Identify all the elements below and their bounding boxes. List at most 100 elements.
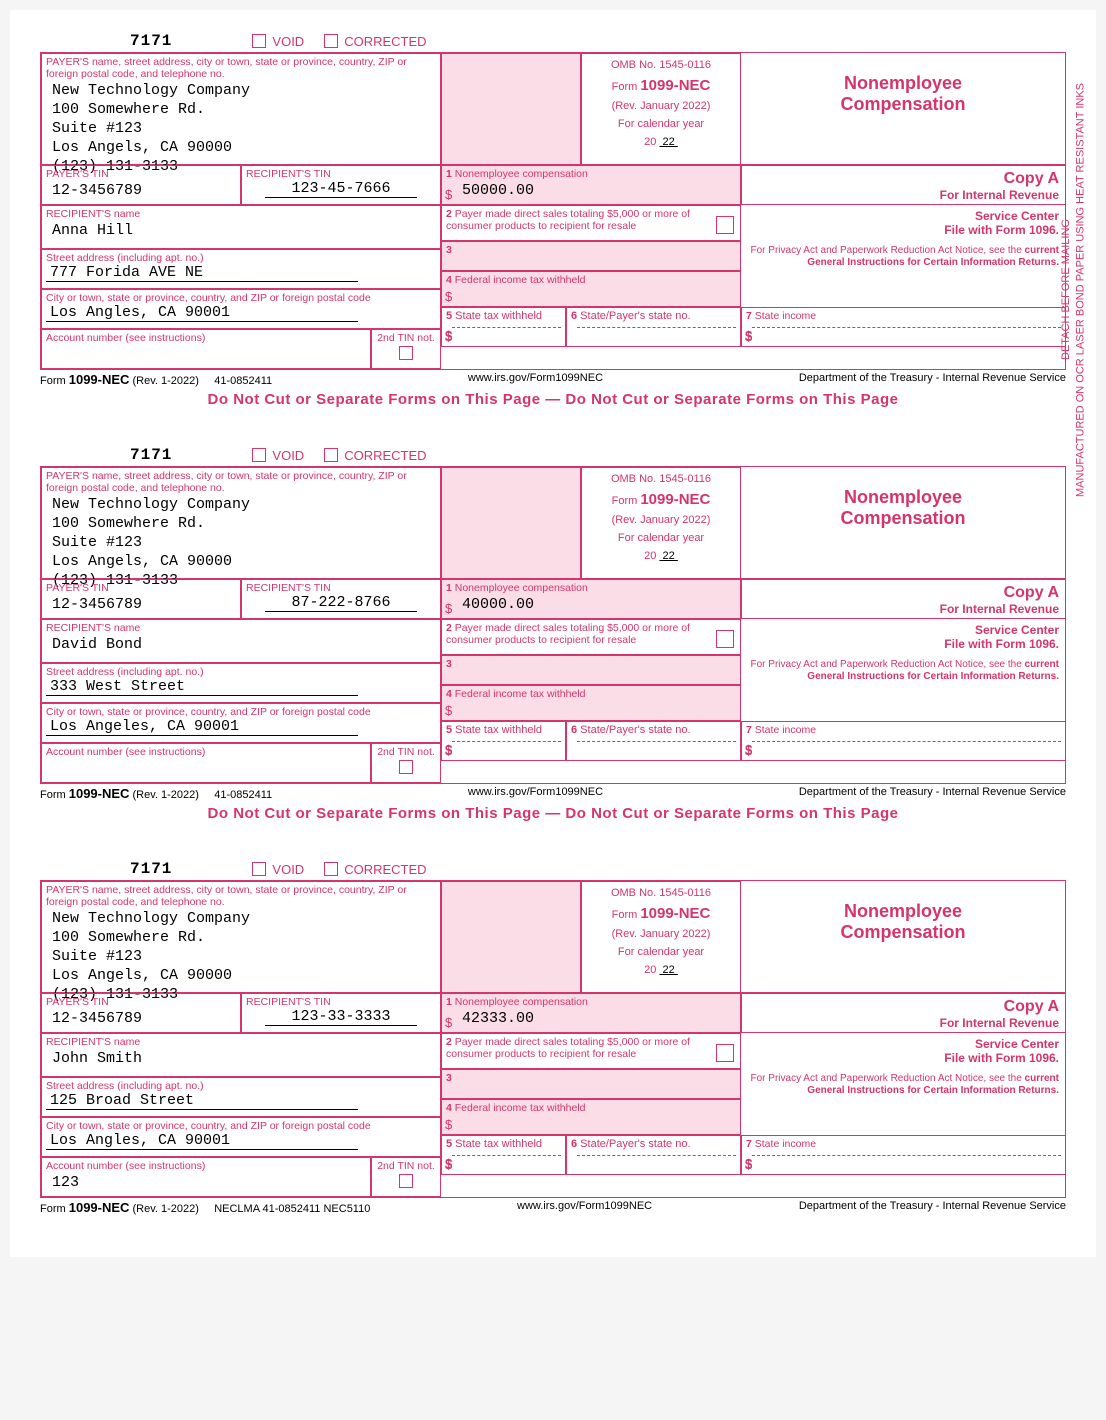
city: Los Angles, CA 90001 [46, 304, 358, 322]
col-right: Nonemployee Compensation Copy A For Inte… [741, 881, 1065, 1197]
title-cell: Nonemployee Compensation [741, 53, 1065, 165]
form-1099-nec: 7171 VOID CORRECTED PAYER'S name, street… [40, 30, 1066, 414]
payer-box: PAYER'S name, street address, city or to… [41, 53, 441, 165]
second-tin-cell: 2nd TIN not. [371, 329, 441, 369]
recip-name-label: RECIPIENT'S name [46, 622, 436, 634]
void-checkbox[interactable] [252, 862, 266, 876]
second-tin-checkbox[interactable] [399, 346, 413, 360]
payer-addr3: Los Angels, CA 90000 [46, 967, 436, 986]
void-checkbox[interactable] [252, 34, 266, 48]
street: 777 Forida AVE NE [46, 264, 358, 282]
do-not-separate: Do Not Cut or Separate Forms on This Pag… [40, 389, 1066, 414]
mid-top-row: OMB No. 1545-0116 Form 1099-NEC (Rev. Ja… [441, 881, 741, 993]
footer-url: www.irs.gov/Form1099NEC [468, 786, 603, 801]
tin-row: PAYER'S TIN 12-3456789 RECIPIENT'S TIN 8… [41, 579, 441, 619]
page: DETACH BEFORE MAILING MANUFACTURED ON OC… [10, 10, 1096, 1257]
payer-tin-cell: PAYER'S TIN 12-3456789 [41, 993, 241, 1033]
side-line-2: MANUFACTURED ON OCR LASER BOND PAPER USI… [1074, 50, 1088, 530]
recip-name: David Bond [46, 634, 436, 655]
dollar-icon: $ [745, 329, 752, 344]
copy-a-line3: Service Center [747, 1037, 1059, 1051]
payer-tin-label: PAYER'S TIN [46, 168, 236, 180]
form-1099-nec: 7171 VOID CORRECTED PAYER'S name, street… [40, 858, 1066, 1217]
recip-tin-label: RECIPIENT'S TIN [246, 168, 436, 180]
box1-label: 1 Nonemployee compensation [446, 168, 736, 180]
cal-year-label: For calendar year [586, 943, 736, 961]
omb-cell: OMB No. 1545-0116 Form 1099-NEC (Rev. Ja… [581, 53, 741, 165]
col-left: PAYER'S name, street address, city or to… [41, 881, 441, 1197]
box7-label: 7 State income [746, 310, 1061, 322]
dollar-icon: $ [445, 703, 452, 718]
box5-label: 5 State tax withheld [446, 310, 561, 322]
col-left: PAYER'S name, street address, city or to… [41, 53, 441, 369]
second-tin-checkbox[interactable] [399, 760, 413, 774]
recip-name-cell: RECIPIENT'S name David Bond [41, 619, 441, 663]
corrected-checkbox[interactable] [324, 448, 338, 462]
state-row-mid: 5 State tax withheld $ $ 6 State/Payer's… [441, 307, 741, 347]
copy-a: Copy A [748, 170, 1059, 188]
payer-name: New Technology Company [46, 908, 436, 929]
payer-addr1: 100 Somewhere Rd. [46, 515, 436, 534]
payer-tin: 12-3456789 [46, 594, 236, 615]
dollar-icon: $ [445, 329, 452, 344]
second-tin-checkbox[interactable] [399, 1174, 413, 1188]
acct-value: 123 [46, 1172, 366, 1193]
box2-cell: 2 Payer made direct sales totaling $5,00… [441, 205, 741, 241]
box3-cell: 3 [441, 241, 741, 271]
box4-label: 4 Federal income tax withheld [446, 1102, 736, 1114]
title-line1: Nonemployee [745, 901, 1061, 922]
dollar-icon: $ [445, 1157, 452, 1172]
corrected-label: CORRECTED [344, 34, 426, 49]
box5-cell: 5 State tax withheld $ $ [441, 307, 566, 347]
copy-a-line3: Service Center [747, 209, 1059, 223]
box3-label: 3 [446, 658, 736, 670]
privacy-cell: For Privacy Act and Paperwork Reduction … [741, 241, 1065, 307]
second-tin-label: 2nd TIN not. [376, 1160, 436, 1172]
omb-cell: OMB No. 1545-0116 Form 1099-NEC (Rev. Ja… [581, 467, 741, 579]
corrected-checkbox[interactable] [324, 862, 338, 876]
dollar-icon: $ [445, 601, 452, 616]
city-label: City or town, state or province, country… [46, 706, 436, 718]
privacy-cell: For Privacy Act and Paperwork Reduction … [741, 1069, 1065, 1135]
box1-value: 50000.00 [446, 180, 736, 201]
payer-box-label: PAYER'S name, street address, city or to… [46, 884, 436, 908]
corrected-checkbox[interactable] [324, 34, 338, 48]
dollar-icon: $ [745, 1157, 752, 1172]
col-left: PAYER'S name, street address, city or to… [41, 467, 441, 783]
street-label: Street address (including apt. no.) [46, 252, 436, 264]
tin-row: PAYER'S TIN 12-3456789 RECIPIENT'S TIN 1… [41, 993, 441, 1033]
box2-checkbox[interactable] [716, 630, 734, 648]
col-mid: OMB No. 1545-0116 Form 1099-NEC (Rev. Ja… [441, 53, 741, 369]
recip-name-label: RECIPIENT'S name [46, 1036, 436, 1048]
form-grid: PAYER'S name, street address, city or to… [40, 466, 1066, 784]
payer-box: PAYER'S name, street address, city or to… [41, 881, 441, 993]
box3-label: 3 [446, 1072, 736, 1084]
footer-form: Form 1099-NEC (Rev. 1-2022) 41-0852411 [40, 786, 272, 801]
recip-name-label: RECIPIENT'S name [46, 208, 436, 220]
box2-checkbox[interactable] [716, 216, 734, 234]
acct-cell: Account number (see instructions) [41, 743, 371, 783]
box5-label: 5 State tax withheld [446, 1138, 561, 1150]
acct-row: Account number (see instructions) 123 2n… [41, 1157, 441, 1197]
acct-label: Account number (see instructions) [46, 746, 366, 758]
recip-tin-label: RECIPIENT'S TIN [246, 996, 436, 1008]
recip-tin-cell: RECIPIENT'S TIN 123-33-3333 [241, 993, 441, 1033]
footer-form: Form 1099-NEC (Rev. 1-2022) 41-0852411 [40, 372, 272, 387]
void-checkbox[interactable] [252, 448, 266, 462]
payer-addr2: Suite #123 [46, 534, 436, 553]
title-line2: Compensation [745, 922, 1061, 943]
copy-a-line4: File with Form 1096. [747, 1051, 1059, 1065]
box2-label: 2 Payer made direct sales totaling $5,00… [446, 622, 736, 646]
box5-cell: 5 State tax withheld $ $ [441, 1135, 566, 1175]
second-tin-cell: 2nd TIN not. [371, 1157, 441, 1197]
payer-tin-label: PAYER'S TIN [46, 582, 236, 594]
form-code: 7171 [130, 446, 172, 464]
box2-checkbox[interactable] [716, 1044, 734, 1062]
box6-label: 6 State/Payer's state no. [571, 724, 736, 736]
copy-a-cell2: Service Center File with Form 1096. [741, 205, 1065, 241]
col-right: Nonemployee Compensation Copy A For Inte… [741, 53, 1065, 369]
cal-year: 20 22 [586, 961, 736, 979]
dollar-icon: $ [445, 743, 452, 758]
recip-name: John Smith [46, 1048, 436, 1069]
box1-label: 1 Nonemployee compensation [446, 582, 736, 594]
